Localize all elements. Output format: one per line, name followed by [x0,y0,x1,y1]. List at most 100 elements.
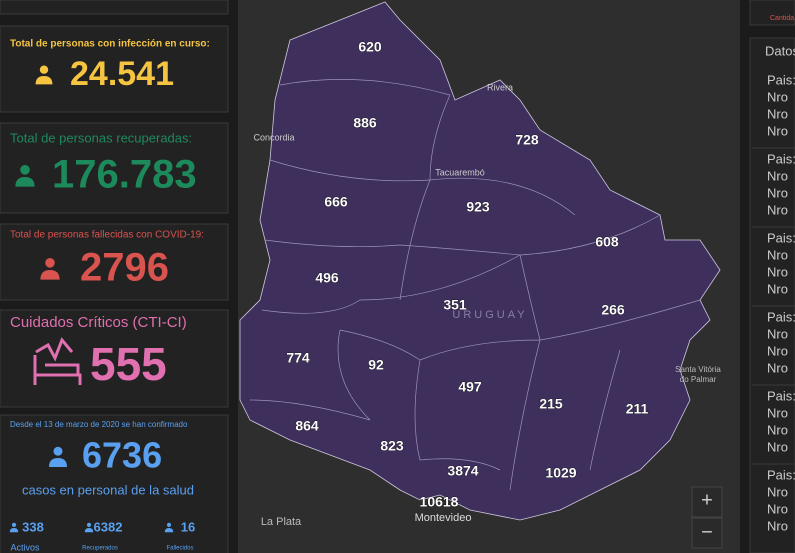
country-label: Pais: [767,388,795,403]
zoom-label[interactable]: − [701,521,713,543]
card-title: Total de personas recuperadas: [10,130,192,145]
panel-heading: Datos [765,43,795,58]
department-count: 774 [286,350,310,366]
department-count: 1029 [545,465,576,481]
card-partial [0,0,229,15]
department-borders [249,79,701,491]
zoom-out[interactable] [691,517,723,549]
stat-label: Activos [10,542,40,552]
country-label: Pais: [767,467,795,482]
department-count: 10618 [420,494,459,510]
card [0,122,229,214]
place-label: URUGUAY [452,309,527,321]
country-label: Pais: [767,151,795,166]
card-title: Total de personas fallecidas con COVID-1… [10,230,204,241]
department-count: 886 [353,115,377,131]
department-count: 496 [315,270,339,286]
person-icon [45,258,55,268]
right-panel [749,37,795,553]
stat-value: 6382 [94,519,123,534]
card-subtitle: casos en personal de la salud [22,482,194,497]
card-value: 2796 [80,246,169,290]
person-icon [35,76,53,85]
row-label: Nro [767,89,788,104]
department-count: 823 [380,438,404,454]
department-count: 923 [466,199,490,215]
person-icon [164,528,174,533]
place-label: Tacuarembó [435,167,485,177]
row-label: Nro [767,264,788,279]
department-count: 497 [458,379,482,395]
department-count: 351 [443,297,467,313]
card-title: Cuidados Críticos (CTI-CI) [10,314,187,331]
row-label: Nro [767,360,788,375]
department-count: 620 [358,39,382,55]
row-label: Nro [767,326,788,341]
uruguay-shape [239,1,721,521]
stat-label: Fallecidos [166,546,193,552]
row-label: Nro [767,405,788,420]
row-label: Nro [767,123,788,138]
row-label: Nro [767,202,788,217]
row-label: Nro [767,281,788,296]
department-count: 608 [595,234,619,250]
bed-icon [33,337,82,385]
country-label: Pais: [767,72,795,87]
department-count: 728 [515,132,539,148]
place-label: do Palmar [680,375,717,384]
card-value: 176.783 [52,153,197,197]
card-title: Desde el 13 de marzo de 2020 se han conf… [10,420,188,429]
card-value: 6736 [82,435,162,476]
person-icon [84,528,94,533]
row-label: Nro [767,439,788,454]
place-label: Concordia [253,132,294,142]
card-value: 24.541 [70,55,174,93]
card-title: Total de personas con infección en curso… [10,39,210,50]
department-count: 92 [368,357,384,373]
card [0,309,229,408]
caption: Cantida [770,15,794,22]
stat-value: 338 [22,519,44,534]
card [0,223,229,301]
department-count: 211 [626,401,649,417]
card [0,25,229,113]
country-label: Pais: [767,309,795,324]
row-label: Nro [767,422,788,437]
stat-value: 16 [181,519,195,534]
person-icon [166,522,172,527]
row-label: Nro [767,343,788,358]
person-icon [53,446,63,456]
department-count: 666 [324,194,348,210]
zoom-in[interactable] [691,486,723,518]
department-count: 864 [295,418,319,434]
card [0,414,229,553]
row-label: Nro [767,185,788,200]
person-icon [15,177,35,187]
department-count: 266 [601,302,625,318]
top-right-card [749,0,795,26]
place-label: Montevideo [415,512,472,524]
person-icon [86,522,92,527]
person-icon [9,528,19,533]
person-icon [11,522,17,527]
stat-label: Recuperados [82,546,118,552]
person-icon [49,458,67,467]
card-value: 555 [90,338,167,390]
row-label: Nro [767,501,788,516]
department-count: 3874 [447,463,478,479]
place-label: La Plata [261,516,302,528]
zoom-label[interactable]: + [701,489,713,511]
person-icon [39,65,49,74]
row-label: Nro [767,518,788,533]
row-label: Nro [767,484,788,499]
person-icon [40,270,60,280]
department-count: 215 [539,396,563,412]
country-label: Pais: [767,230,795,245]
person-icon [20,165,30,175]
place-label: Rivera [487,82,513,92]
row-label: Nro [767,106,788,121]
place-label: Santa Vitória [675,365,721,374]
row-label: Nro [767,247,788,262]
row-label: Nro [767,168,788,183]
